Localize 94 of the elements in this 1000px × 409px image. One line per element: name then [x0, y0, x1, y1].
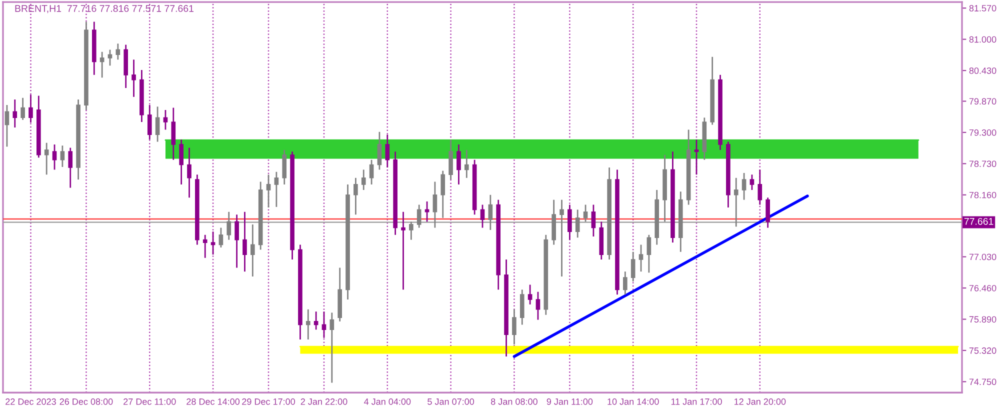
- candlestick: [20, 97, 25, 121]
- x-tick-label: 8 Jan 08:00: [491, 398, 538, 405]
- candlestick: [742, 172, 746, 201]
- candlestick: [250, 224, 255, 278]
- candlestick: [108, 49, 112, 66]
- candlestick: [361, 168, 366, 191]
- candlestick: [416, 204, 422, 228]
- ref-line-label: 77.661: [964, 218, 994, 225]
- candlestick: [187, 147, 192, 198]
- candlestick: [520, 288, 524, 326]
- candlestick: [218, 227, 224, 248]
- candlestick: [440, 170, 446, 219]
- candlestick: [377, 131, 382, 170]
- candlestick: [202, 234, 208, 259]
- candlestick: [424, 200, 430, 222]
- candlestick: [528, 284, 532, 306]
- candlestick: [171, 107, 176, 161]
- x-tick-label: 26 Dec 08:00: [60, 398, 113, 405]
- candlestick: [100, 51, 104, 78]
- candlestick: [354, 177, 358, 216]
- y-tick-label: 75.320: [969, 347, 996, 354]
- candlestick: [116, 42, 120, 60]
- x-tick-label: 2 Jan 22:00: [300, 398, 348, 405]
- candlestick: [147, 104, 152, 140]
- x-tick-label: 22 Dec 2023: [6, 398, 56, 405]
- candlestick: [385, 134, 390, 168]
- candlestick: [306, 308, 310, 340]
- candlestick: [432, 181, 438, 228]
- y-tick-label: 78.160: [969, 192, 996, 198]
- x-tick-label: 4 Jan 04:00: [364, 398, 411, 405]
- candlestick: [646, 234, 652, 274]
- x-tick-label: 28 Dec 14:00: [186, 398, 240, 405]
- candlestick: [60, 144, 65, 168]
- y-tick-label: 77.030: [969, 254, 996, 260]
- candlestick: [226, 211, 232, 240]
- candlestick: [44, 142, 49, 176]
- candlestick: [12, 98, 18, 128]
- candlestick: [766, 196, 770, 228]
- candlestick: [28, 94, 33, 124]
- candlestick: [630, 251, 636, 282]
- candlestick: [464, 149, 469, 179]
- candlestick: [480, 204, 485, 228]
- candlestick: [623, 270, 628, 296]
- y-tick-label: 74.750: [969, 378, 996, 386]
- x-tick-label: 27 Dec 11:00: [124, 398, 176, 405]
- candlestick: [448, 138, 453, 180]
- candlestick: [734, 177, 738, 228]
- chart-title: BRENT,H1 77.716 77.816 77.571 77.661: [15, 5, 194, 14]
- candlestick: [242, 211, 247, 272]
- y-tick-label: 81.570: [969, 5, 996, 12]
- candlestick: [163, 109, 168, 130]
- candlestick: [234, 214, 239, 268]
- x-tick-label: 29 Dec 17:00: [242, 398, 296, 405]
- candlestick: [282, 149, 287, 186]
- candlestick: [4, 104, 10, 148]
- candlestick: [401, 211, 406, 290]
- candlestick: [583, 204, 588, 222]
- y-tick-label: 81.000: [969, 36, 996, 43]
- candlestick: [409, 221, 414, 240]
- candlestick: [591, 204, 596, 238]
- y-tick-label: 80.430: [969, 67, 996, 74]
- y-tick-label: 79.870: [969, 98, 996, 105]
- x-tick-label: 10 Jan 14:00: [608, 398, 659, 405]
- candlestick: [132, 58, 136, 98]
- candlestick: [155, 106, 160, 142]
- candlestick: [488, 194, 493, 231]
- candlestick: [560, 199, 564, 278]
- candlestick: [512, 308, 516, 346]
- candlestick: [536, 291, 540, 320]
- candlestick: [330, 312, 334, 384]
- y-tick-label: 78.730: [969, 160, 996, 168]
- candlestick: [750, 174, 754, 191]
- candlestick: [179, 138, 184, 186]
- y-tick-label: 79.300: [969, 129, 996, 136]
- candlestick: [210, 230, 216, 256]
- candlestick: [758, 168, 762, 206]
- y-tick-label: 75.890: [969, 316, 996, 323]
- candlestick: [456, 144, 461, 186]
- x-tick-label: 11 Jan 17:00: [671, 398, 722, 405]
- candlestick: [369, 159, 374, 186]
- x-tick-label: 12 Jan 20:00: [734, 398, 786, 405]
- candlestick: [274, 171, 279, 208]
- x-tick-label: 5 Jan 07:00: [428, 398, 474, 405]
- candlestick: [694, 138, 699, 176]
- candlestick: [638, 244, 644, 272]
- x-tick-label: 9 Jan 11:00: [546, 398, 593, 405]
- y-tick-label: 76.460: [969, 284, 996, 292]
- candlestick: [68, 147, 73, 188]
- candlestick: [52, 144, 57, 170]
- candlestick: [575, 208, 580, 238]
- candlestick: [266, 174, 271, 208]
- candlestick: [568, 204, 572, 240]
- candlestick: [314, 310, 318, 330]
- candlestick: [322, 310, 326, 339]
